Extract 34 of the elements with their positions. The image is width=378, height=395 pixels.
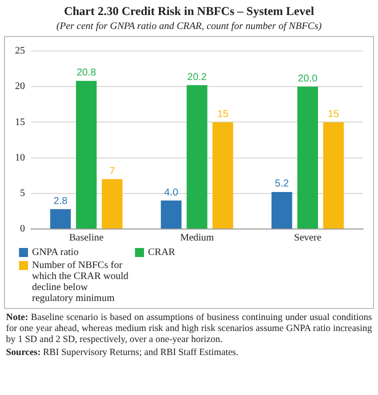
data-label: 5.2 bbox=[274, 178, 290, 190]
data-label: 20.2 bbox=[187, 72, 208, 83]
x-tick-label: Severe bbox=[294, 232, 322, 244]
y-tick-label: 20 bbox=[15, 81, 25, 92]
y-tick-label: 5 bbox=[20, 188, 25, 200]
bar bbox=[50, 209, 71, 228]
bar bbox=[160, 200, 182, 228]
y-tick-label: 0 bbox=[20, 224, 25, 235]
data-label: 20.0 bbox=[298, 73, 318, 84]
bar bbox=[76, 80, 97, 228]
text: Note: Baseline scenario is based on assumptions of business continuing under usual conditions for one year ahead, whereas medium risk and high risk scenarios assume GNPA ratio increasing by 1 SD and 2 SD, respectively, over a one-year horizon. bbox=[6, 313, 372, 346]
x-tick-label: Medium bbox=[180, 232, 214, 244]
bar bbox=[297, 86, 318, 228]
legend-label: GNPA ratio bbox=[32, 247, 79, 258]
bar bbox=[102, 179, 122, 228]
chart-subtitle: (Per cent for GNPA ratio and CRAR, count for number of NBFCs) bbox=[55, 21, 323, 32]
y-tick-label: 10 bbox=[15, 152, 25, 164]
y-tick-label: 25 bbox=[15, 46, 25, 57]
bar bbox=[323, 122, 344, 228]
data-label: 2.8 bbox=[54, 196, 68, 207]
data-label: 15 bbox=[328, 108, 340, 120]
x-tick-label: Baseline bbox=[69, 232, 104, 244]
bar bbox=[186, 85, 208, 228]
chart-title: Chart 2.30 Credit Risk in NBFCs – System Level bbox=[62, 4, 316, 19]
bar bbox=[212, 122, 234, 228]
data-label: 4.0 bbox=[164, 187, 179, 198]
y-tick-label: 15 bbox=[15, 116, 25, 128]
data-label: 20.8 bbox=[76, 68, 96, 79]
source-note: Sources: RBI Supervisory Returns; and RBI Staff Estimates. bbox=[6, 348, 240, 359]
data-label: 15 bbox=[217, 108, 229, 120]
legend-label: CRAR bbox=[148, 247, 176, 258]
data-label: 7 bbox=[109, 166, 116, 177]
legend-label: Number of NBFCs for which the CRAR would decline below regulatory minimum bbox=[32, 260, 129, 304]
bar bbox=[272, 192, 292, 228]
